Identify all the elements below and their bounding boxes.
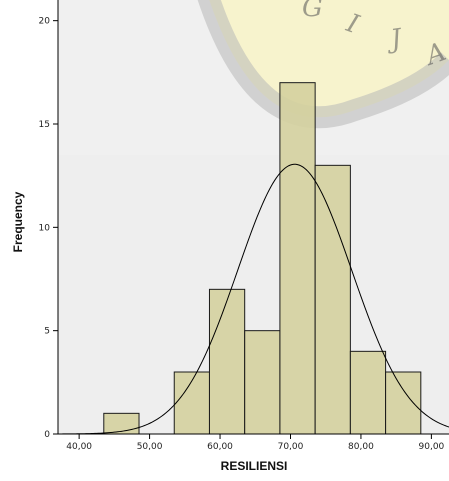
histogram-bar-6	[314, 164, 351, 435]
y-tick-label-10: 10	[39, 223, 51, 233]
x-tick-label-3: 60,00	[207, 442, 233, 452]
y-tick-label-15: 15	[39, 120, 50, 130]
x-tick-label-1: 40,00	[66, 442, 92, 452]
x-tick-label-4: 70,00	[278, 442, 304, 452]
x-axis-ticks: 40,00 50,00 60,00 70,00 80,00 90,00	[66, 434, 445, 452]
histogram-bar-7	[349, 350, 387, 435]
histogram-bar-4	[244, 330, 281, 435]
histogram-bar-8	[385, 371, 422, 435]
histogram-bar-3	[208, 288, 246, 435]
histogram-bars	[103, 82, 422, 435]
x-axis-label: RESILIENSI	[221, 459, 288, 473]
y-tick-label-5: 5	[44, 327, 50, 337]
normal-curve	[57, 163, 449, 435]
y-tick-label-0: 0	[44, 430, 50, 440]
y-axis-ticks: 0 5 10 15 20	[39, 17, 58, 440]
y-tick-label-20: 20	[39, 17, 51, 27]
x-tick-label-5: 80,00	[348, 442, 374, 452]
watermark-letter-1: G	[302, 0, 323, 23]
x-tick-label-2: 50,00	[137, 442, 163, 452]
x-tick-label-6: 90,00	[419, 442, 445, 452]
y-axis-label: Frequency	[11, 191, 25, 252]
histogram-bar-5	[279, 82, 316, 435]
